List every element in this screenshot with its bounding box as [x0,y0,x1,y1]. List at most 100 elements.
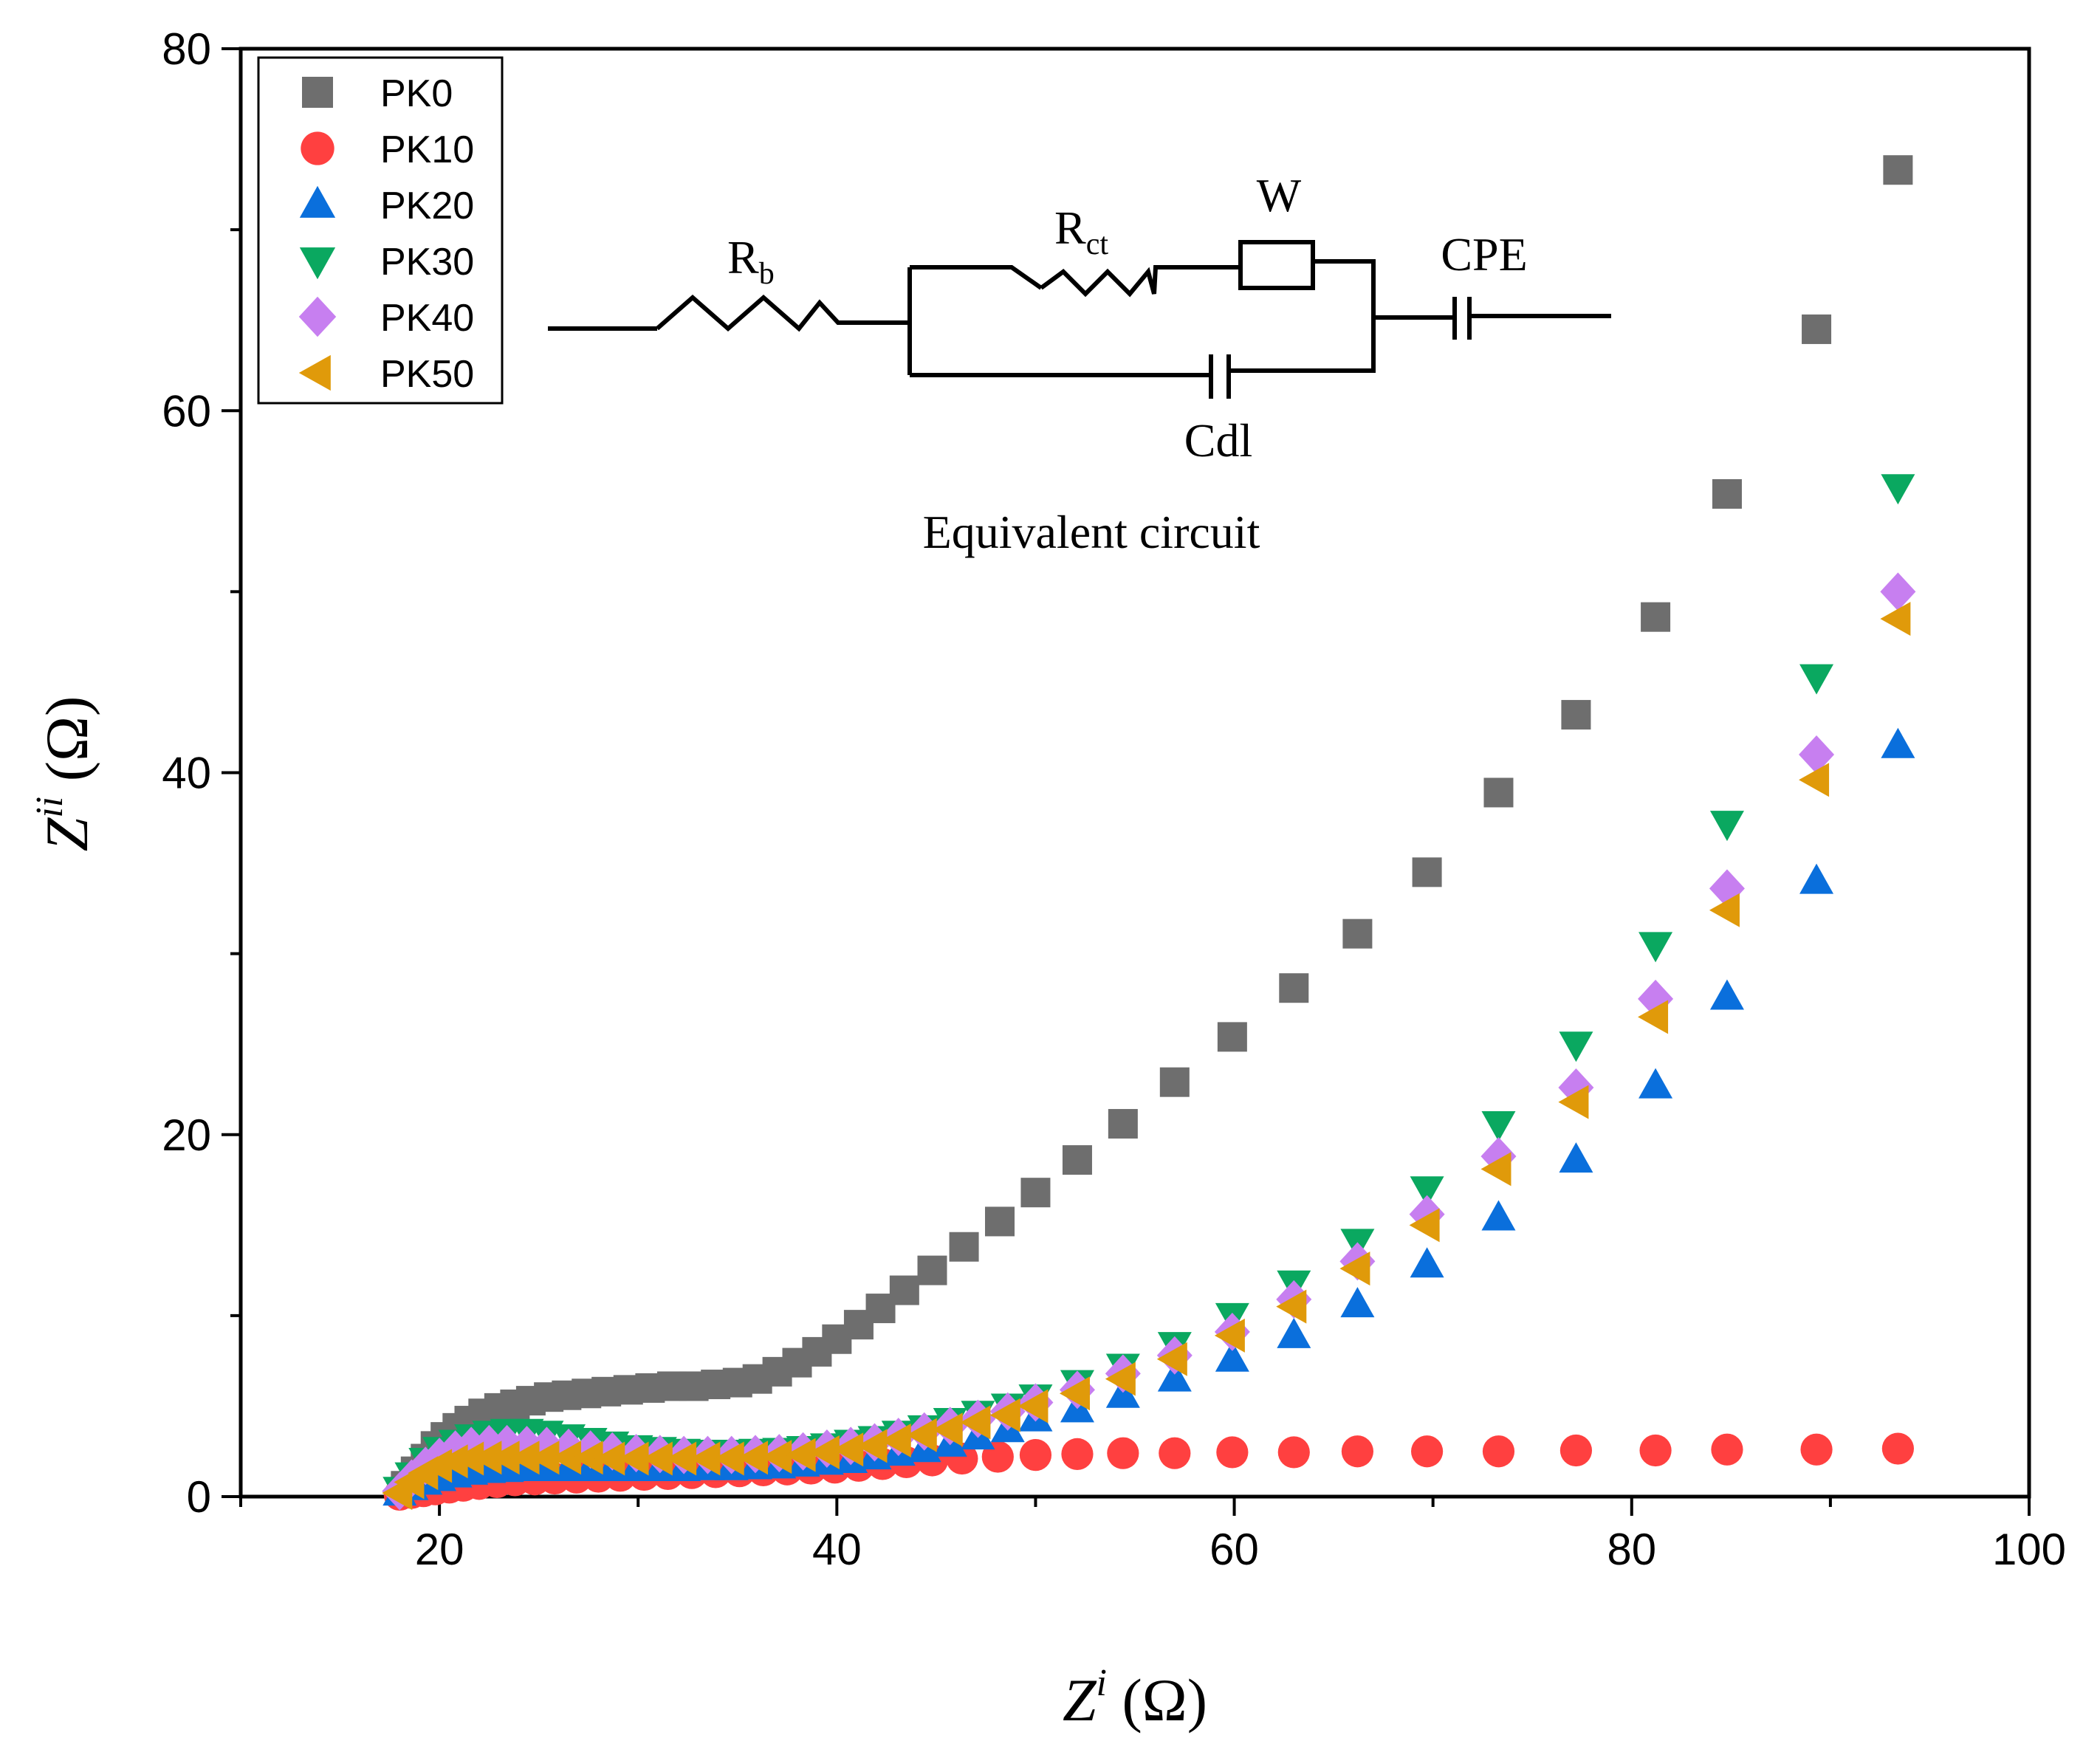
w-element-box [1238,240,1315,290]
x-axis-title-unit: (Ω) [1107,1666,1207,1734]
data-point [1639,1434,1672,1467]
data-point [1881,474,1915,505]
data-point [1410,1176,1444,1207]
data-point [985,1206,1015,1237]
data-point [618,1441,649,1476]
data-point [1880,602,1911,636]
data-point [1157,1361,1192,1392]
rb-label-main: R [727,231,759,284]
y-axis-title-sup: ii [29,797,71,818]
legend-marker-pk30 [299,247,336,280]
data-point [1559,1434,1593,1467]
data-point [1108,1109,1138,1139]
data-point [1215,1341,1249,1372]
data-point [1482,1435,1515,1468]
legend-marker-pk0 [302,77,333,108]
data-point [1802,314,1832,344]
plot-area-frame [239,47,2031,1499]
series-pk40 [382,572,1916,1511]
data-point [1799,763,1830,797]
data-point [1019,1439,1052,1472]
data-point [1709,811,1744,842]
data-point [1641,602,1671,632]
data-point [1279,973,1309,1003]
data-point [809,1435,840,1469]
legend: PK0 PK10 PK20 PK30 PK40 PK50 [257,56,504,405]
rct-label-sub: ct [1086,227,1109,261]
data-point [1481,1200,1516,1231]
legend-label-pk50: PK50 [380,353,474,396]
data-point [932,1412,963,1447]
data-point [857,1429,888,1463]
y-axis-title-main: Z [33,817,100,851]
data-point [1341,1435,1374,1468]
data-point [594,1441,625,1476]
data-point [785,1438,816,1472]
data-point [1639,932,1673,963]
data-point [1216,1436,1249,1469]
y-axis-title: Zii (Ω) [29,696,100,852]
x-tick-label: 80 [1607,1525,1656,1574]
x-tick-label: 20 [415,1525,464,1574]
x-axis-title-sup: i [1097,1662,1107,1704]
legend-label-pk20: PK20 [380,185,474,227]
data-point [471,1440,502,1475]
rb-label: Rb [727,231,775,291]
rb-resistor [656,295,910,332]
data-point [1156,1342,1187,1376]
equivalent-circuit-labels: Rb Rct W CPE Cdl Equivalent circuit [727,169,1528,558]
legend-marker-pk20 [299,185,336,218]
data-point [1558,1085,1589,1119]
data-point [1277,1317,1311,1348]
y-tick-label: 80 [162,24,211,74]
inset-title: Equivalent circuit [923,506,1260,558]
data-point [1020,1178,1051,1208]
data-point [1638,1000,1669,1034]
y-axis: 0 20 40 60 80 [162,24,241,1522]
legend-box [257,56,504,405]
data-point [1800,1433,1833,1466]
data-point [1061,1438,1094,1470]
data-point [1483,777,1514,808]
data-point [1799,863,1834,894]
data-point [572,1440,603,1475]
data-point [1709,893,1740,927]
circuit-top-wire-1 [910,265,1043,290]
data-point [761,1440,792,1474]
data-point [1159,1067,1190,1097]
data-point [1105,1361,1136,1396]
data-point [1881,1432,1914,1465]
data-point [453,1441,484,1476]
series-layer [382,155,1916,1511]
data-point [1561,700,1591,730]
series-pk50 [382,602,1911,1511]
data-point [1799,735,1835,774]
y-axis-title-unit: (Ω) [33,696,100,797]
data-point [642,1441,673,1476]
data-point [1410,1247,1444,1278]
data-point [1412,857,1442,887]
data-point [1409,1208,1440,1243]
x-axis-title: Zi (Ω) [1063,1662,1207,1734]
y-tick-label: 0 [187,1472,211,1522]
data-point [713,1441,744,1476]
data-point [833,1432,864,1467]
data-point [1159,1437,1191,1469]
data-point [1480,1152,1511,1187]
legend-marker-pk50 [298,354,331,391]
data-point [1339,1251,1370,1286]
data-point [437,1444,468,1479]
y-tick-label: 20 [162,1110,211,1160]
data-point [1559,1142,1593,1173]
w-label: W [1257,169,1302,222]
data-point [1217,1022,1247,1052]
data-point [1410,1435,1444,1468]
data-point [1277,1436,1310,1469]
legend-label-pk30: PK30 [380,241,474,284]
series-pk30 [382,474,1915,1508]
data-point [960,1405,991,1440]
data-point [1881,727,1915,758]
data-point [1276,1289,1307,1324]
data-point [1709,979,1744,1010]
